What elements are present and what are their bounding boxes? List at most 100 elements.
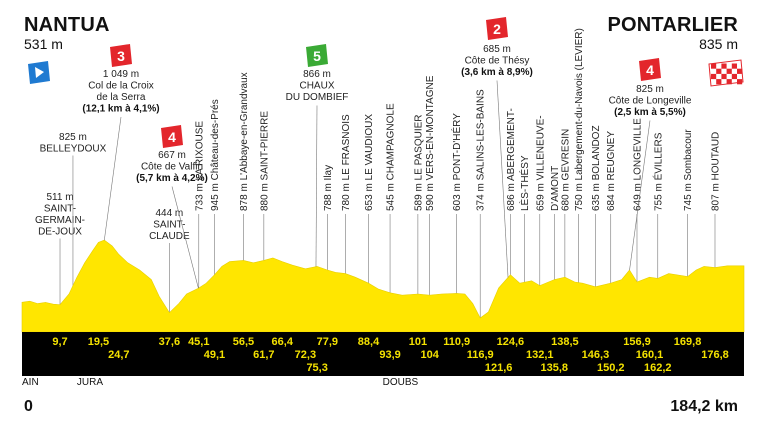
- climb-label: 1 049 m: [103, 69, 139, 80]
- place-vertical: 603 m PONT-D'HÉRY: [450, 113, 463, 294]
- region-label: DOUBS: [382, 377, 419, 388]
- category-flag: [306, 44, 328, 67]
- km-tick-mid: 104: [420, 349, 439, 361]
- leader-line: [171, 186, 199, 289]
- place-label: 807 m HOUTAUD: [710, 132, 721, 211]
- place-label: 684 m REUGNEY: [606, 131, 617, 211]
- place-label: 603 m PONT-D'HÉRY: [450, 113, 463, 211]
- climb-label: CHAUX: [299, 81, 334, 92]
- km-tick-top: 77,9: [317, 336, 338, 348]
- category-flag: [486, 17, 508, 40]
- km-tick-top: 66,4: [272, 336, 294, 348]
- place-label: 374 m SALINS-LES-BAINS: [476, 89, 487, 211]
- place-vertical: 755 m ÉVILLERS: [651, 132, 664, 279]
- place-vertical: 545 m CHAMPAGNOLE: [386, 103, 397, 293]
- place-label-line: BELLEYDOUX: [40, 144, 107, 155]
- place-vertical: 659 m VILLENEUVE-: [535, 115, 546, 286]
- place-label: 589 m LE PASQUIER: [413, 114, 424, 211]
- place-vertical: 745 m Sombacour: [683, 129, 694, 277]
- place-label: 649 m LONGEVILLE: [632, 118, 643, 211]
- km-tick-mid: 61,7: [253, 349, 274, 361]
- place-label: 635 m BOLANDOZ: [591, 125, 602, 211]
- leader-line: [104, 116, 122, 241]
- place-vertical: 374 m SALINS-LES-BAINS: [476, 89, 487, 318]
- km-tick-top: 19,5: [88, 336, 109, 348]
- category-number: 3: [117, 48, 125, 64]
- climb-label: Côte de Longeville: [609, 96, 692, 107]
- place-vertical: 733 m LA RIXOUSE: [194, 121, 205, 288]
- place-vertical: 635 m BOLANDOZ: [591, 125, 602, 287]
- km-tick-top: 156,9: [623, 336, 651, 348]
- distance-end: 184,2 km: [670, 398, 738, 415]
- place-label-line: GERMAIN-: [35, 215, 85, 226]
- climb-stats: (2,5 km à 5,5%): [614, 107, 686, 118]
- climb-label: Côte de Valfin: [141, 162, 203, 173]
- km-tick-mid: 160,1: [636, 349, 664, 361]
- climb-stats: (3,6 km à 8,9%): [461, 67, 533, 78]
- leader-line: [496, 80, 509, 278]
- km-tick-top: 124,6: [497, 336, 525, 348]
- place-vertical: 649 m LONGEVILLE: [632, 118, 643, 282]
- place-label: LÈS-THÉSY: [518, 155, 531, 211]
- km-tick-mid: 116,9: [467, 349, 494, 361]
- place-vertical: 880 m SAINT-PIERRE: [259, 111, 270, 261]
- place-label: 545 m CHAMPAGNOLE: [386, 103, 397, 211]
- place-label: 878 m L'Abbaye-en-Grandvaux: [239, 72, 250, 211]
- place-vertical: 653 m LE VAUDIOUX: [364, 114, 375, 284]
- place-vertical: 590 m VERS-EN-MONTAGNE: [425, 75, 436, 296]
- km-tick-low: 150,2: [597, 362, 625, 374]
- place-label-line: CLAUDE: [149, 231, 190, 242]
- category-flag: [161, 125, 183, 148]
- leader-line: [629, 120, 651, 271]
- distance-start: 0: [24, 398, 33, 415]
- climb-stats: (5,7 km à 4,2%): [136, 173, 208, 184]
- place-vertical: 750 m Labergement-du-Navois (LEVIER): [574, 28, 585, 283]
- climb-label: Côte de Thésy: [465, 56, 530, 67]
- place-label: 750 m Labergement-du-Navois (LEVIER): [574, 28, 585, 211]
- km-tick-low: 162,2: [644, 362, 672, 374]
- place-label-line: 444 m: [155, 208, 183, 219]
- place-label: 653 m LE VAUDIOUX: [364, 114, 375, 211]
- place-label: 686 m ABERGEMENT-: [506, 108, 517, 211]
- place-label: 788 m Ilay: [323, 165, 334, 211]
- climb-label: 685 m: [483, 44, 511, 55]
- start-name: NANTUA: [24, 14, 110, 36]
- km-tick-mid: 176,8: [701, 349, 729, 361]
- km-tick-top: 110,9: [443, 336, 470, 348]
- place-vertical: 684 m REUGNEY: [606, 131, 617, 284]
- place-label-line: SAINT-: [44, 204, 76, 215]
- km-tick-low: 121,6: [485, 362, 513, 374]
- place-vertical: 807 m HOUTAUD: [710, 132, 721, 268]
- place-vertical: 788 m Ilay: [323, 165, 334, 270]
- km-tick-mid: 93,9: [379, 349, 400, 361]
- place-label: 780 m LE FRASNOIS: [341, 114, 352, 211]
- climb-label: 667 m: [158, 150, 186, 161]
- region-label: AIN: [22, 377, 39, 388]
- category-flag: [639, 58, 661, 81]
- finish-flag-icon: [708, 59, 744, 87]
- place-label-line: DE-JOUX: [38, 227, 82, 238]
- place-vertical: 589 m LE PASQUIER: [413, 114, 424, 294]
- place-label: 945 m Château-des-Prés: [210, 99, 221, 211]
- place-label-line: 825 m: [59, 132, 87, 143]
- finish-name: PONTARLIER: [607, 14, 738, 36]
- climb-label: 825 m: [636, 84, 664, 95]
- km-tick-top: 37,6: [159, 336, 180, 348]
- place-label: D'AMONT: [550, 166, 561, 211]
- km-tick-top: 101: [409, 336, 427, 348]
- climb-label: de la Serra: [97, 92, 146, 103]
- place-vertical: 945 m Château-des-Prés: [210, 99, 221, 275]
- km-tick-top: 169,8: [674, 336, 702, 348]
- place-label: 659 m VILLENEUVE-: [535, 115, 546, 211]
- km-tick-top: 45,1: [188, 336, 209, 348]
- place-vertical: 780 m LE FRASNOIS: [341, 114, 352, 274]
- climb-stats: (12,1 km à 4,1%): [82, 104, 159, 115]
